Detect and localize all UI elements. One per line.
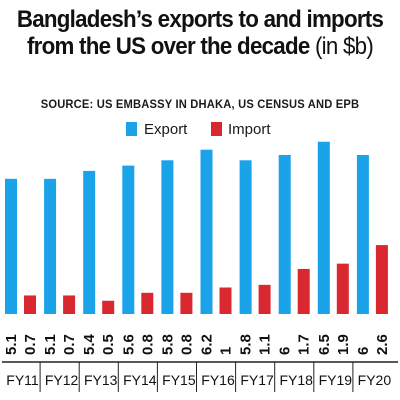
chart-legend: Export Import bbox=[0, 118, 400, 138]
title-unit: (in $b) bbox=[309, 33, 374, 60]
value-label-export-fy11: 5.1 bbox=[3, 334, 20, 355]
value-label-import-fy18: 1.7 bbox=[296, 334, 313, 355]
value-label-export-fy12: 5.1 bbox=[42, 334, 59, 355]
category-label-fy13: FY13 bbox=[84, 372, 118, 388]
bar-import-fy11 bbox=[24, 295, 36, 314]
bar-import-fy20 bbox=[375, 245, 388, 314]
legend-label-import: Import bbox=[228, 121, 271, 138]
bar-export-fy13 bbox=[83, 170, 96, 314]
category-label-fy20: FY20 bbox=[358, 372, 392, 388]
bar-export-fy17 bbox=[239, 160, 252, 314]
legend-label-export: Export bbox=[144, 121, 188, 138]
value-label-export-fy13: 5.4 bbox=[81, 333, 98, 355]
value-label-export-fy19: 6.5 bbox=[316, 334, 333, 355]
title-line-1: Bangladesh’s exports to and imports bbox=[16, 6, 384, 33]
value-label-export-fy20: 6 bbox=[355, 347, 372, 355]
value-label-import-fy12: 0.7 bbox=[61, 334, 78, 355]
value-label-import-fy19: 1.9 bbox=[335, 334, 352, 355]
value-label-export-fy14: 5.6 bbox=[120, 334, 137, 355]
category-label-fy19: FY19 bbox=[319, 372, 353, 388]
value-label-import-fy16: 1 bbox=[218, 347, 235, 355]
value-label-import-fy13: 0.5 bbox=[100, 334, 117, 355]
category-label-fy12: FY12 bbox=[45, 372, 79, 388]
category-label-fy18: FY18 bbox=[279, 372, 313, 388]
value-label-import-fy14: 0.8 bbox=[139, 334, 156, 355]
bar-export-fy14 bbox=[122, 165, 135, 314]
value-label-import-fy15: 0.8 bbox=[178, 334, 195, 355]
bar-export-fy20 bbox=[356, 155, 369, 314]
value-label-import-fy20: 2.6 bbox=[374, 334, 391, 355]
bar-import-fy16 bbox=[219, 287, 232, 314]
value-label-import-fy11: 0.7 bbox=[22, 334, 39, 355]
legend-swatch-import bbox=[211, 122, 222, 136]
value-label-export-fy15: 5.8 bbox=[159, 334, 176, 355]
value-label-import-fy17: 1.1 bbox=[257, 334, 274, 355]
bar-export-fy19 bbox=[317, 141, 330, 314]
value-label-export-fy18: 6 bbox=[277, 347, 294, 355]
bar-import-fy19 bbox=[336, 263, 349, 314]
bar-export-fy11 bbox=[5, 178, 17, 314]
bar-import-fy13 bbox=[102, 300, 115, 314]
category-label-fy17: FY17 bbox=[240, 372, 274, 388]
bar-import-fy12 bbox=[63, 295, 76, 314]
title-line-2-main: from the US over the decade bbox=[26, 33, 310, 60]
category-label-fy11: FY11 bbox=[6, 372, 39, 388]
category-label-fy15: FY15 bbox=[162, 372, 196, 388]
category-label-fy14: FY14 bbox=[123, 372, 157, 388]
value-label-export-fy16: 6.2 bbox=[199, 334, 216, 355]
bar-import-fy17 bbox=[258, 284, 271, 314]
value-label-export-fy17: 5.8 bbox=[238, 334, 255, 355]
title-line-2: from the US over the decade (in $b) bbox=[14, 33, 386, 60]
source-note: SOURCE: US EMBASSY IN DHAKA, US CENSUS A… bbox=[40, 97, 360, 111]
bar-export-fy12 bbox=[44, 178, 57, 314]
bar-export-fy18 bbox=[278, 155, 291, 314]
category-label-fy16: FY16 bbox=[201, 372, 235, 388]
chart-title: Bangladesh’s exports to and imports from… bbox=[14, 6, 386, 60]
bar-import-fy18 bbox=[297, 268, 310, 314]
legend-swatch-export bbox=[126, 122, 137, 136]
bar-export-fy15 bbox=[161, 160, 174, 314]
bar-export-fy16 bbox=[200, 149, 213, 314]
bar-import-fy14 bbox=[141, 292, 154, 314]
bar-import-fy15 bbox=[180, 292, 193, 314]
